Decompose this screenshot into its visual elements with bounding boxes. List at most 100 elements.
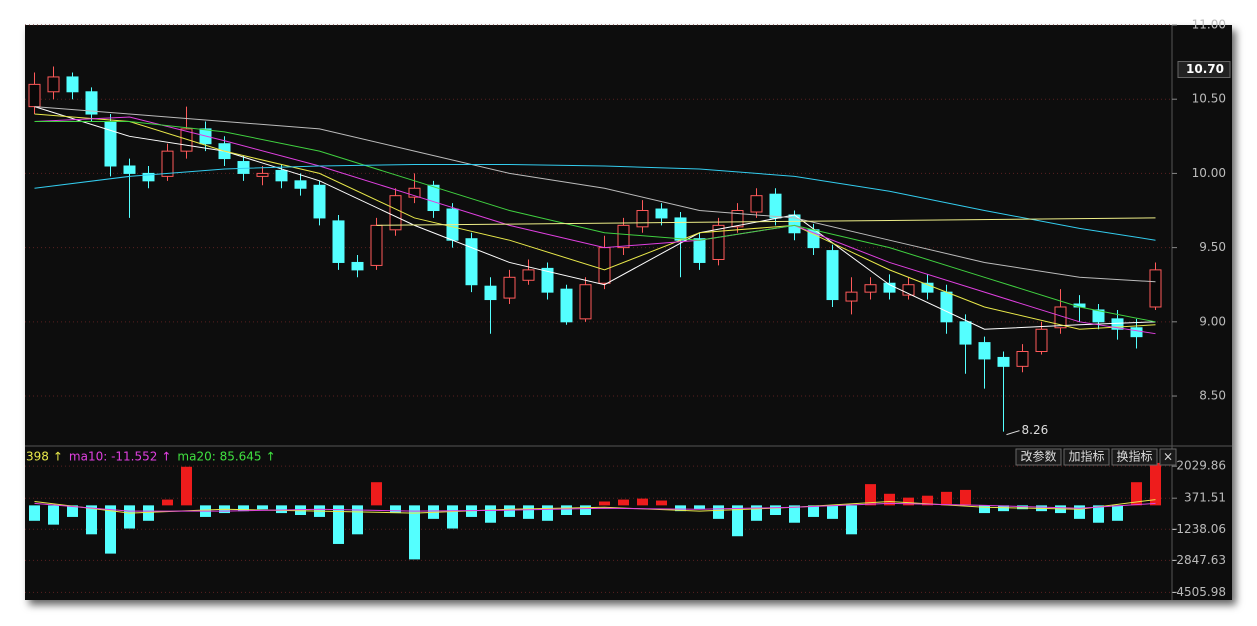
indicator-bar <box>637 498 648 506</box>
candle-body <box>560 288 573 323</box>
y2-tick-label: 2029.86 <box>1176 459 1226 473</box>
candle-body <box>940 291 953 323</box>
legend-arrow: ↑ <box>266 450 276 464</box>
price-marker-box <box>1177 61 1231 79</box>
indicator-bar <box>238 505 249 512</box>
indicator-bar <box>580 505 591 516</box>
button[interactable] <box>1063 448 1110 466</box>
candle-body <box>66 76 79 93</box>
y2-tick-label: -1238.06 <box>1172 522 1226 536</box>
indicator-bar <box>827 505 838 519</box>
indicator-bar <box>124 505 135 529</box>
candle-body <box>655 208 668 219</box>
price-marker-label: 10.70 <box>1186 62 1224 76</box>
candle-body <box>674 217 687 241</box>
legend-arrow: ↑ <box>161 450 171 464</box>
y-tick-label: 11.00 <box>1192 18 1226 32</box>
button-label[interactable]: 加指标 <box>1068 449 1104 464</box>
candle-body <box>237 161 250 174</box>
indicator-bar <box>447 505 458 529</box>
indicator-bar <box>751 505 762 521</box>
indicator-line <box>34 502 1156 512</box>
legend-arrow: ↑ <box>53 450 63 464</box>
candle-body <box>522 269 535 281</box>
indicator-bar <box>979 505 990 514</box>
indicator-bar <box>789 505 800 523</box>
low-arrow <box>1006 430 1020 436</box>
indicator-bar <box>732 505 743 537</box>
y2-tick-label: 371.51 <box>1184 491 1226 505</box>
indicator-bar <box>960 489 971 506</box>
button-label[interactable]: 改参数 <box>1020 449 1056 464</box>
indicator-bar <box>808 505 819 517</box>
candle-body <box>541 267 554 293</box>
candle-body <box>123 165 136 174</box>
candle-body <box>750 195 763 213</box>
candle-body <box>484 285 497 301</box>
candle-body <box>408 187 421 198</box>
candle-body <box>180 128 193 152</box>
ma-line <box>34 113 1156 330</box>
candle-body <box>465 238 478 286</box>
candle-body <box>351 261 364 271</box>
candle-body <box>978 342 991 360</box>
indicator-bar <box>561 505 572 516</box>
indicator-bar <box>1017 505 1028 510</box>
indicator-bar <box>333 505 344 544</box>
candle-body <box>902 284 915 296</box>
indicator-bar <box>352 505 363 535</box>
legend-entry: ma20: 85.645 <box>177 450 261 464</box>
candle-body <box>427 184 440 212</box>
candle-body <box>731 210 744 228</box>
button-label[interactable]: 换指标 <box>1116 449 1152 464</box>
indicator-bar <box>599 501 610 506</box>
candle-body <box>104 120 117 167</box>
ma-line <box>34 120 1156 323</box>
indicator-bar <box>29 505 40 521</box>
indicator-bar <box>865 484 876 506</box>
indicator-bar <box>390 505 401 514</box>
indicator-bar <box>523 505 534 519</box>
candle-body <box>389 195 402 231</box>
y-tick-label: 10.00 <box>1192 166 1226 180</box>
candle-body <box>959 321 972 345</box>
candle-body <box>693 238 706 263</box>
candle-body <box>1016 351 1029 367</box>
indicator-bar <box>48 505 59 525</box>
indicator-bar <box>998 505 1009 512</box>
ma-line <box>34 164 1156 241</box>
candle-body <box>332 220 345 263</box>
candle-body <box>598 247 611 284</box>
candle-body <box>503 276 516 299</box>
y-tick-label: 9.00 <box>1199 314 1226 328</box>
y-tick-label: 9.50 <box>1199 240 1226 254</box>
indicator-bar <box>1150 462 1161 506</box>
candle-body <box>769 193 782 219</box>
indicator-bar <box>656 500 667 506</box>
candle-body <box>997 356 1010 367</box>
candle-body <box>579 284 592 320</box>
button[interactable] <box>1159 448 1177 466</box>
indicator-bar <box>409 505 420 560</box>
indicator-bar <box>276 505 287 514</box>
candle-body <box>636 210 649 228</box>
button[interactable] <box>1111 448 1158 466</box>
ma-line <box>34 106 1156 283</box>
indicator-bar <box>694 505 705 510</box>
candle-body <box>370 224 383 266</box>
ma-line <box>376 217 1156 226</box>
indicator-bar <box>770 505 781 516</box>
ma-line <box>34 116 1156 335</box>
button-label[interactable]: × <box>1163 450 1173 464</box>
indicator-bar <box>884 493 895 506</box>
y-tick-label: 8.50 <box>1199 389 1226 403</box>
candle-body <box>161 150 174 177</box>
indicator-bar <box>181 466 192 506</box>
indicator-bar <box>1112 505 1123 521</box>
candle-body <box>294 180 307 189</box>
button[interactable] <box>1015 448 1062 466</box>
indicator-bar <box>485 505 496 523</box>
candle-body <box>256 172 269 177</box>
indicator-bar <box>257 505 268 510</box>
candle-body <box>617 224 630 249</box>
